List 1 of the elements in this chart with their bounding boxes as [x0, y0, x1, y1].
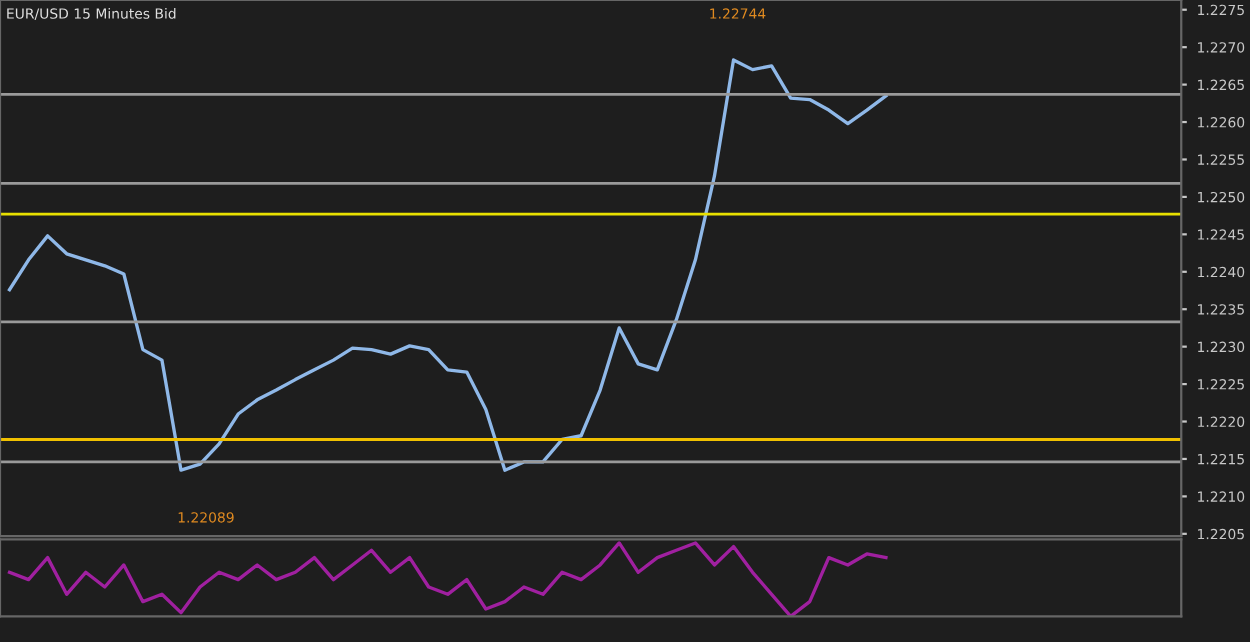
- line-series: [7, 58, 888, 472]
